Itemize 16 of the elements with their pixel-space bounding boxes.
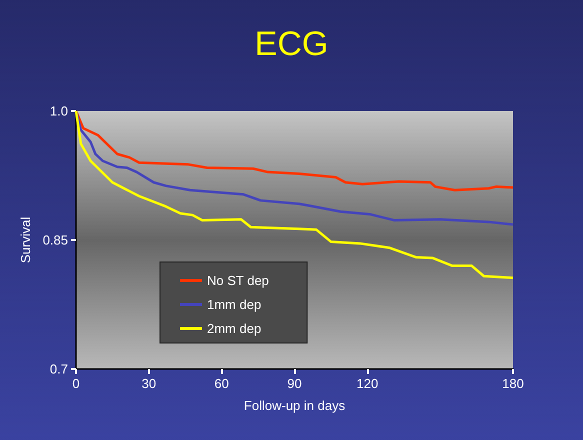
y-axis-title: Survival [18,216,33,264]
legend-label: No ST dep [207,273,269,288]
chart-title: ECG [254,25,328,63]
x-tick-label: 180 [502,376,524,391]
x-axis-title: Follow-up in days [244,398,346,413]
y-tick-label: 0.7 [50,362,68,376]
x-tick-label: 30 [142,376,156,391]
x-tick-label: 90 [287,376,302,391]
y-tick-label: 1.0 [50,104,68,118]
line-series [74,110,514,192]
x-tick-label: 120 [356,376,378,391]
legend-label: 2mm dep [207,321,262,336]
x-tick-label: 0 [72,376,80,391]
y-tick-label: 0.85 [42,232,68,248]
legend-label: 1mm dep [207,297,262,312]
x-tick-label: 60 [214,376,229,391]
